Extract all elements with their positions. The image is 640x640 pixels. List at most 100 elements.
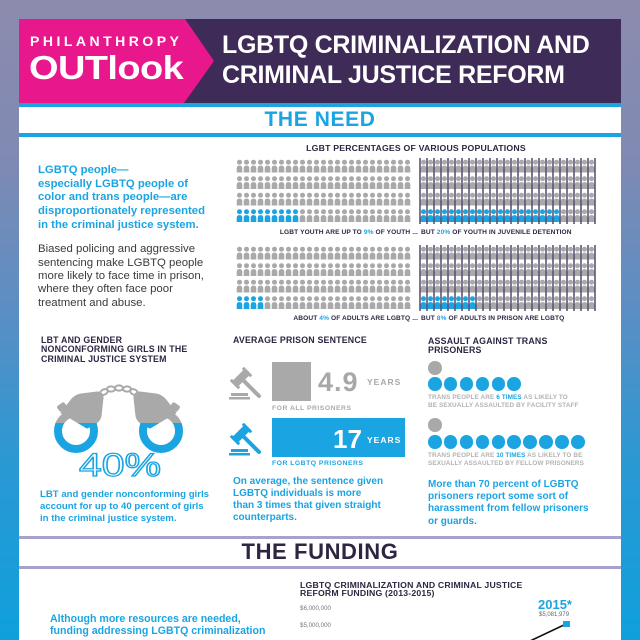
person-icon: [553, 159, 560, 173]
person-icon: [539, 246, 546, 260]
person-icon: [567, 192, 574, 206]
person-icon: [299, 159, 306, 173]
person-icon: [497, 296, 504, 309]
person-icon: [243, 246, 250, 260]
person-icon: [581, 159, 588, 173]
dot-icon: [571, 435, 585, 449]
person-icon: [236, 176, 243, 189]
person-icon: [292, 263, 299, 276]
person-icon: [560, 246, 567, 260]
text-line: CRIMINAL JUSTICE SYSTEM: [41, 353, 167, 364]
person-icon: [250, 246, 257, 260]
person-icon: [490, 176, 497, 189]
person-icon: [320, 209, 327, 222]
person-icon: [483, 159, 490, 173]
person-icon: [581, 192, 588, 206]
person-icon: [383, 279, 390, 293]
person-icon: [553, 279, 560, 293]
person-icon: [574, 192, 581, 206]
sentence-body: On average, the sentence given LGBTQ ind…: [233, 476, 383, 525]
populations-chart-title: LGBT PERCENTAGES OF VARIOUS POPULATIONS: [306, 143, 526, 153]
person-icon: [476, 176, 483, 189]
person-icon: [320, 246, 327, 260]
person-icon: [278, 296, 285, 309]
person-icon: [278, 176, 285, 189]
prison-bar: [433, 245, 435, 311]
person-icon: [567, 209, 574, 222]
sentence-unit-all: YEARS: [367, 376, 402, 387]
person-icon: [567, 246, 574, 260]
prison-bar: [419, 245, 421, 311]
prison-bar: [573, 158, 575, 224]
person-icon: [567, 159, 574, 173]
person-icon: [383, 209, 390, 222]
prison-bar: [587, 245, 589, 311]
person-icon: [236, 296, 243, 309]
person-icon: [567, 296, 574, 309]
person-icon: [532, 296, 539, 309]
person-icon: [390, 176, 397, 189]
person-icon: [320, 279, 327, 293]
person-icon: [469, 279, 476, 293]
person-icon: [546, 296, 553, 309]
person-icon: [313, 246, 320, 260]
person-icon: [574, 263, 581, 276]
person-icon: [497, 246, 504, 260]
person-icon: [362, 296, 369, 309]
person-icon: [560, 209, 567, 222]
text-line: color and trans people—are: [38, 191, 188, 204]
text-line: treatment and abuse.: [38, 296, 146, 309]
person-icon: [404, 246, 411, 260]
person-icon: [285, 279, 292, 293]
funding-body: Although more resources are needed, fund…: [50, 613, 265, 638]
person-icon: [525, 296, 532, 309]
person-icon: [483, 246, 490, 260]
dot-icon: [507, 435, 521, 449]
prison-bar: [475, 245, 477, 311]
person-icon: [299, 296, 306, 309]
text-line: in the criminal justice system.: [38, 218, 199, 231]
prison-bar: [566, 245, 568, 311]
person-icon: [306, 192, 313, 206]
person-icon: [257, 246, 264, 260]
person-icon: [455, 296, 462, 309]
person-icon: [250, 296, 257, 309]
brand-chevron: [19, 19, 214, 103]
text-line: Although more resources are needed,: [50, 612, 241, 625]
prison-bar: [580, 245, 582, 311]
person-icon: [483, 192, 490, 206]
dot-icon: [507, 377, 521, 391]
person-icon: [588, 279, 595, 293]
person-icon: [376, 296, 383, 309]
text-line: LGBTQ individuals is more: [233, 487, 362, 499]
prison-bar: [426, 245, 428, 311]
person-icon: [243, 192, 250, 206]
person-icon: [455, 279, 462, 293]
brand-philanthropy: PHILANTHROPY: [30, 33, 183, 49]
person-icon: [257, 279, 264, 293]
person-icon: [420, 246, 427, 260]
person-icon: [553, 209, 560, 222]
person-icon: [497, 176, 504, 189]
prison-bar: [433, 158, 435, 224]
person-icon: [490, 209, 497, 222]
person-icon: [504, 209, 511, 222]
person-icon: [497, 209, 504, 222]
dot-icon: [428, 418, 442, 432]
person-icon: [327, 279, 334, 293]
prisoner-assault-dots: [428, 435, 587, 449]
person-icon: [278, 159, 285, 173]
person-icon: [376, 279, 383, 293]
person-icon: [539, 279, 546, 293]
person-icon: [539, 296, 546, 309]
person-icon: [292, 159, 299, 173]
person-icon: [441, 159, 448, 173]
person-icon: [355, 159, 362, 173]
person-icon: [390, 296, 397, 309]
person-icon: [271, 209, 278, 222]
prison-bar: [454, 158, 456, 224]
dot-icon: [459, 377, 474, 391]
person-icon: [581, 263, 588, 276]
person-icon: [476, 296, 483, 309]
person-icon: [334, 192, 341, 206]
